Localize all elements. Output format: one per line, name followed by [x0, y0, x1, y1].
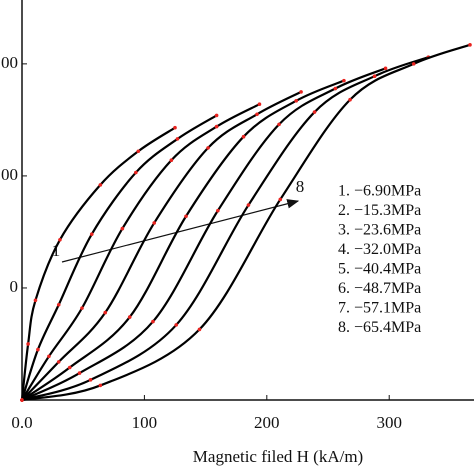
- data-point: [89, 232, 94, 236]
- data-point: [20, 398, 24, 402]
- data-point: [175, 137, 180, 141]
- data-point: [47, 354, 51, 359]
- data-point: [294, 99, 298, 103]
- data-point: [348, 97, 352, 102]
- data-point: [26, 342, 30, 346]
- y-tick-label: 00: [1, 53, 18, 72]
- data-point: [312, 110, 317, 114]
- x-tick-label: 300: [376, 413, 402, 432]
- data-point: [151, 319, 155, 324]
- legend-label: 2. −15.3MPa: [338, 202, 421, 219]
- data-point: [206, 146, 210, 150]
- data-point: [67, 365, 72, 370]
- data-point: [98, 383, 103, 388]
- data-point: [299, 90, 303, 94]
- data-point: [98, 183, 103, 187]
- y-tick-label: 00: [1, 165, 18, 184]
- data-point: [277, 122, 281, 127]
- data-point: [383, 66, 388, 71]
- legend-label: 3. −23.6MPa: [338, 222, 421, 239]
- data-point: [216, 208, 220, 213]
- data-point: [127, 315, 132, 319]
- legend-label: 7. −57.1MPa: [338, 300, 421, 317]
- data-point: [372, 74, 377, 78]
- series-line: [21, 43, 471, 402]
- data-point: [246, 203, 251, 207]
- data-point: [80, 306, 84, 310]
- data-point: [134, 170, 138, 175]
- data-point: [214, 124, 219, 129]
- data-point: [120, 226, 125, 231]
- x-axis-label: Magnetic filed H (kA/m): [193, 447, 363, 466]
- data-point: [33, 298, 38, 303]
- data-point: [333, 86, 338, 91]
- annotation: 1: [52, 241, 61, 260]
- legend-label: 6. −48.7MPa: [338, 280, 421, 297]
- x-tick-label: 100: [132, 413, 158, 432]
- series-line: [21, 90, 302, 401]
- data-point: [173, 125, 177, 130]
- data-point: [342, 78, 346, 83]
- x-tick-label: 200: [254, 413, 280, 432]
- data-point: [241, 134, 246, 139]
- data-point: [411, 62, 416, 66]
- data-point: [278, 197, 283, 202]
- arrow: [61, 199, 300, 263]
- legend-label: 1. −6.90MPa: [338, 183, 421, 200]
- legend-label: 5. −40.4MPa: [338, 261, 421, 278]
- legend-label: 8. −65.4MPa: [338, 319, 421, 336]
- y-tick-label: 0: [10, 277, 19, 296]
- data-point: [58, 237, 62, 242]
- series-line: [20, 126, 176, 401]
- data-point: [152, 221, 156, 225]
- data-point: [174, 323, 179, 327]
- data-point: [136, 149, 141, 154]
- series-line: [21, 67, 386, 401]
- data-point: [197, 327, 202, 332]
- data-point: [468, 43, 472, 47]
- data-point: [184, 214, 188, 219]
- x-tick-label: 0.0: [11, 413, 32, 432]
- data-point: [77, 371, 82, 375]
- data-point: [169, 158, 174, 163]
- data-point: [257, 102, 262, 107]
- data-point: [255, 112, 259, 117]
- data-point: [56, 302, 61, 307]
- data-point: [36, 347, 40, 352]
- data-point: [214, 113, 219, 118]
- data-point: [56, 360, 61, 364]
- annotation: 8: [296, 177, 305, 196]
- legend-label: 4. −32.0MPa: [338, 241, 421, 258]
- data-point: [103, 310, 108, 315]
- data-point: [88, 378, 93, 382]
